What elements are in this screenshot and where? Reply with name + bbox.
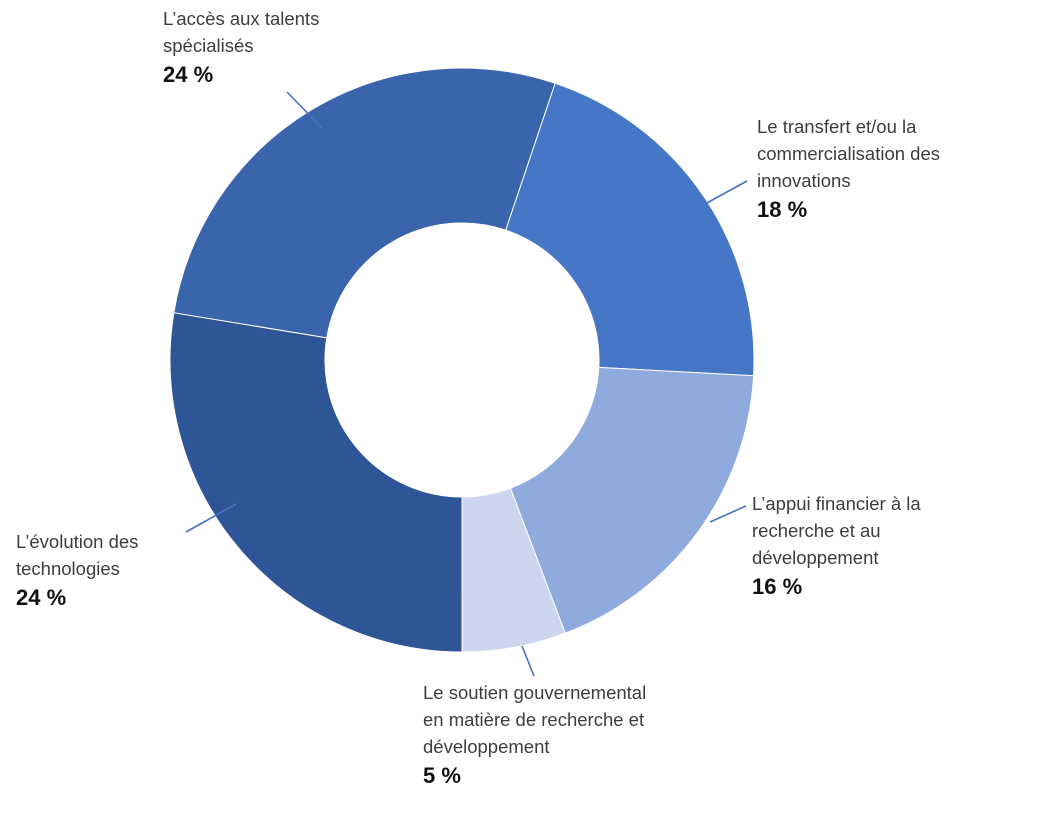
callout-label: L’accès aux talents spécialisés: [163, 8, 320, 56]
donut-segment-4: [169, 312, 463, 653]
callout-label: Le soutien gouvernemental en matière de …: [423, 682, 647, 757]
leader-line-transfert: [704, 180, 748, 205]
callout-percent: 24 %: [16, 585, 67, 610]
callout-acces-talents: L’accès aux talents spécialisés 24 %: [163, 5, 319, 89]
callout-evolution-technologies: L’évolution des technologies 24 %: [16, 528, 138, 612]
donut-slices: [169, 67, 755, 653]
callout-label: Le transfert et/ou la commercialisation …: [757, 116, 941, 191]
callout-label: L’évolution des technologies: [16, 531, 139, 579]
donut-segment-1: [505, 82, 755, 377]
callout-label: L’appui financier à la recherche et au d…: [752, 493, 921, 568]
callout-soutien-gouvernemental: Le soutien gouvernemental en matière de …: [423, 679, 646, 790]
callout-percent: 18 %: [757, 197, 808, 222]
callout-percent: 5 %: [423, 763, 461, 788]
leader-line-acces-talents: [286, 91, 324, 130]
leader-line-appui-financier: [709, 505, 747, 523]
callout-percent: 16 %: [752, 574, 803, 599]
callout-transfert: Le transfert et/ou la commercialisation …: [757, 113, 940, 224]
leader-line-evolution-technologies: [185, 503, 237, 533]
callout-percent: 24 %: [163, 62, 214, 87]
leader-line-soutien-gouvernemental: [521, 645, 535, 677]
donut-segment-2: [509, 366, 755, 634]
callout-appui-financier: L’appui financier à la recherche et au d…: [752, 490, 921, 601]
donut-segment-0: [173, 67, 556, 339]
